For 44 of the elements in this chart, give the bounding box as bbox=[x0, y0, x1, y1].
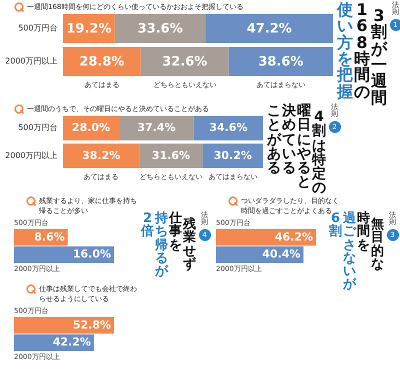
data-label: 38.6% bbox=[258, 54, 304, 70]
text: 曜日にやると bbox=[297, 103, 311, 190]
data-label: 19.2% bbox=[66, 22, 112, 37]
bar bbox=[206, 14, 333, 44]
text: 持ち帰るが bbox=[155, 211, 168, 279]
bar bbox=[114, 14, 206, 44]
data-label: 34.6% bbox=[209, 121, 248, 134]
data-label: 28.0% bbox=[72, 121, 110, 134]
y-tick-label: 2000万円以上 bbox=[5, 56, 58, 66]
text: 時間を bbox=[357, 211, 370, 252]
data-label: 31.6% bbox=[152, 148, 190, 162]
bar bbox=[119, 116, 194, 140]
y-tick-label: 500万円台 bbox=[18, 24, 58, 33]
data-label: 40.4% bbox=[262, 248, 300, 261]
data-label: 47.2% bbox=[246, 22, 292, 37]
bar bbox=[140, 46, 229, 76]
data-label: 52.8% bbox=[72, 318, 111, 332]
text: 残業せず bbox=[183, 217, 196, 272]
data-label: 8.6% bbox=[34, 230, 65, 244]
text: 使い方を把握 bbox=[337, 0, 353, 101]
text: 倍 bbox=[141, 224, 154, 240]
text: 4割は特定の bbox=[312, 109, 326, 196]
data-label: 42.2% bbox=[52, 336, 91, 349]
bar bbox=[194, 116, 263, 140]
data-label: 32.6% bbox=[162, 54, 208, 70]
data-label: 28.8% bbox=[79, 54, 124, 70]
text: 仕事を bbox=[169, 211, 182, 252]
text: ことがある bbox=[267, 103, 281, 176]
bar bbox=[228, 46, 333, 76]
y-tick-label: 2000万円以上 bbox=[5, 150, 58, 160]
data-label: 37.4% bbox=[137, 121, 176, 134]
data-label: 38.2% bbox=[82, 148, 120, 162]
text: 無目的な bbox=[371, 217, 384, 272]
data-label: 46.2% bbox=[274, 230, 313, 244]
data-label: 30.2% bbox=[214, 148, 252, 162]
data-label: 16.0% bbox=[72, 248, 111, 261]
text: 過ごさないが bbox=[343, 211, 356, 292]
text: 1 bbox=[356, 0, 368, 19]
y-tick-label: 500万円台 bbox=[18, 123, 58, 132]
text: 68時間の bbox=[354, 16, 370, 101]
bar bbox=[63, 144, 140, 168]
text: 決めている bbox=[282, 103, 296, 176]
text: 3割が一週間 bbox=[371, 6, 387, 107]
data-label: 33.6% bbox=[138, 22, 183, 37]
